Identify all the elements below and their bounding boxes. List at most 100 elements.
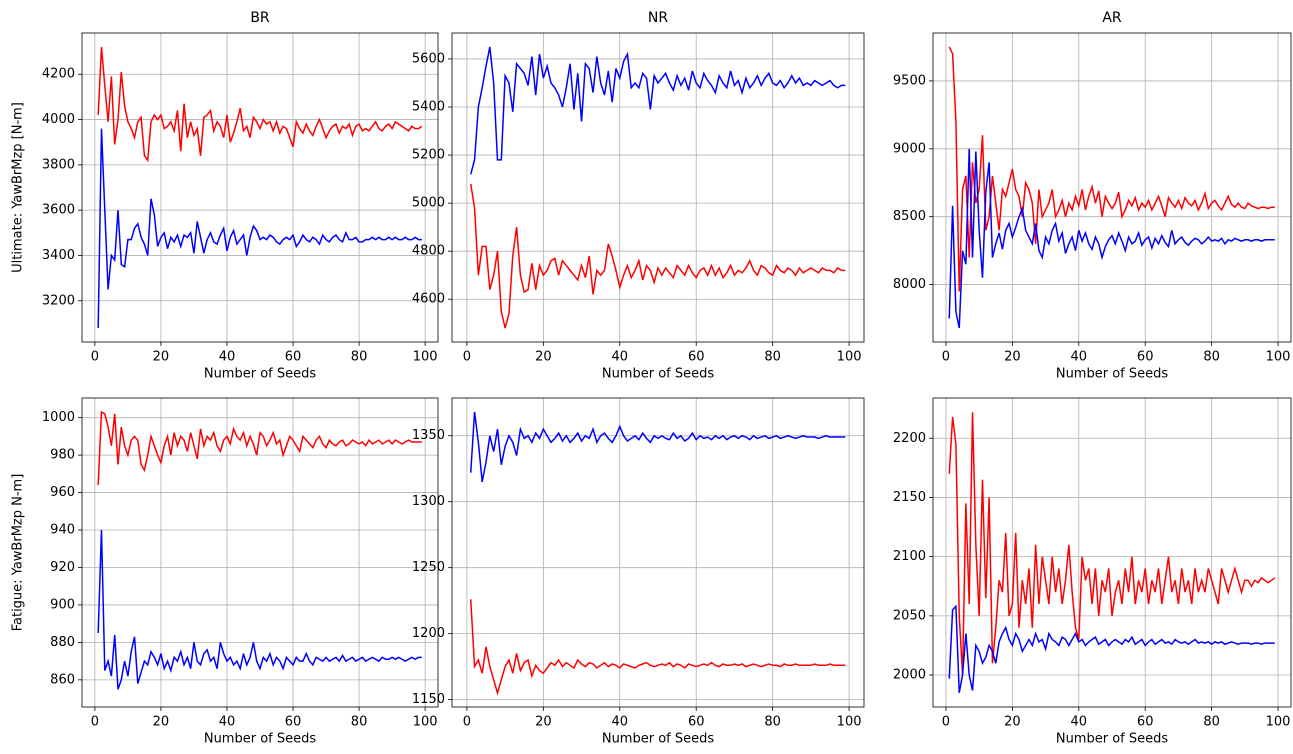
x-tick-label: 40 bbox=[612, 350, 629, 365]
x-axis-label: Number of Seeds bbox=[204, 367, 317, 382]
x-tick-label: 100 bbox=[837, 715, 862, 730]
x-tick-label: 60 bbox=[688, 350, 705, 365]
x-tick-label: 100 bbox=[413, 350, 438, 365]
axes-frame bbox=[451, 397, 865, 708]
data-line bbox=[948, 46, 1275, 292]
x-tick-label: 80 bbox=[351, 350, 368, 365]
x-tick-label: 80 bbox=[764, 715, 781, 730]
subplot: 0 20 40 60 80 100 2000 2050 2100 2150 2200 Number o… bbox=[893, 397, 1292, 747]
plot-area bbox=[948, 46, 1275, 329]
y-tick-label: 1150 bbox=[412, 692, 445, 707]
x-tick-label: 20 bbox=[535, 715, 552, 730]
subplot: 0 20 40 60 80 100 8000 8500 9000 9500 AR Number of … bbox=[893, 10, 1292, 382]
y-tick-label: 2000 bbox=[893, 668, 926, 683]
x-tick-label: 100 bbox=[413, 715, 438, 730]
x-axis-label: Number of Seeds bbox=[602, 367, 715, 382]
x-tick-label: 0 bbox=[463, 350, 471, 365]
x-tick-label: 40 bbox=[219, 350, 236, 365]
axes-frame bbox=[81, 32, 439, 343]
subplot-title: BR bbox=[250, 10, 270, 26]
x-tick-label: 80 bbox=[351, 715, 368, 730]
x-tick-label: 100 bbox=[837, 350, 862, 365]
y-tick-label: 1350 bbox=[412, 428, 445, 443]
data-line bbox=[948, 604, 1275, 693]
x-tick-label: 60 bbox=[285, 350, 302, 365]
axes-frame bbox=[932, 32, 1292, 343]
data-line bbox=[948, 148, 1275, 329]
x-tick-label: 60 bbox=[1137, 350, 1154, 365]
x-axis-label: Number of Seeds bbox=[602, 732, 715, 747]
y-tick-label: 860 bbox=[50, 672, 75, 687]
y-tick-label: 8000 bbox=[893, 277, 926, 292]
subplot: 0 20 40 60 80 100 1150 1200 1250 1300 1350 Number o… bbox=[412, 397, 865, 747]
x-tick-label: 40 bbox=[219, 715, 236, 730]
y-tick-label: 4000 bbox=[42, 112, 75, 127]
x-tick-label: 60 bbox=[285, 715, 302, 730]
y-tick-label: 880 bbox=[50, 635, 75, 650]
x-tick-label: 80 bbox=[1203, 715, 1220, 730]
y-tick-label: 1300 bbox=[412, 494, 445, 509]
y-tick-label: 4200 bbox=[42, 67, 75, 82]
x-axis-label: Number of Seeds bbox=[1056, 367, 1169, 382]
y-tick-label: 4600 bbox=[412, 292, 445, 307]
plot-area bbox=[97, 46, 423, 328]
y-tick-label: 920 bbox=[50, 560, 75, 575]
data-line bbox=[469, 599, 846, 696]
data-line bbox=[470, 46, 846, 175]
y-tick-label: 1200 bbox=[412, 626, 445, 641]
y-tick-label: 960 bbox=[50, 485, 75, 500]
x-tick-label: 80 bbox=[764, 350, 781, 365]
x-tick-label: 40 bbox=[612, 715, 629, 730]
x-tick-label: 0 bbox=[91, 715, 99, 730]
y-tick-label: 4800 bbox=[412, 244, 445, 259]
y-tick-label: 1000 bbox=[42, 410, 75, 425]
data-line bbox=[97, 410, 422, 486]
y-tick-label: 3200 bbox=[42, 293, 75, 308]
y-tick-label: 5200 bbox=[412, 148, 445, 163]
x-tick-label: 20 bbox=[153, 715, 170, 730]
y-tick-label: 3600 bbox=[42, 203, 75, 218]
subplot: 0 20 40 60 80 100 4600 4800 5000 5200 5400 5600 NR Nu… bbox=[412, 10, 865, 382]
y-tick-label: 2100 bbox=[893, 549, 926, 564]
x-tick-label: 100 bbox=[1266, 715, 1291, 730]
x-tick-label: 0 bbox=[463, 715, 471, 730]
y-tick-label: 940 bbox=[50, 523, 75, 538]
x-tick-label: 40 bbox=[1071, 715, 1088, 730]
x-axis-label: Number of Seeds bbox=[204, 732, 317, 747]
x-tick-label: 0 bbox=[942, 350, 950, 365]
plot-area bbox=[469, 46, 846, 329]
x-tick-label: 60 bbox=[1137, 715, 1154, 730]
y-tick-label: 5400 bbox=[412, 100, 445, 115]
plot-area bbox=[97, 410, 422, 690]
y-axis-label: Ultimate: YawBrMzp [N-m] bbox=[11, 102, 26, 273]
y-tick-label: 3800 bbox=[42, 157, 75, 172]
y-tick-label: 8500 bbox=[893, 209, 926, 224]
data-line bbox=[469, 411, 846, 483]
x-tick-label: 0 bbox=[91, 350, 99, 365]
plot-area bbox=[469, 411, 846, 696]
x-tick-label: 20 bbox=[535, 350, 552, 365]
y-tick-label: 9500 bbox=[893, 73, 926, 88]
y-tick-label: 2150 bbox=[893, 490, 926, 505]
data-line bbox=[97, 530, 422, 690]
axes-frame bbox=[81, 397, 439, 708]
y-axis-label: Fatigue: YawBrMzp N-m] bbox=[11, 474, 26, 632]
x-tick-label: 20 bbox=[1004, 715, 1021, 730]
x-tick-label: 20 bbox=[153, 350, 170, 365]
y-tick-label: 900 bbox=[50, 597, 75, 612]
subplot-title: AR bbox=[1102, 10, 1122, 26]
x-tick-label: 40 bbox=[1071, 350, 1088, 365]
data-line bbox=[97, 128, 422, 328]
y-tick-label: 9000 bbox=[893, 141, 926, 156]
x-tick-label: 100 bbox=[1266, 350, 1291, 365]
x-tick-label: 0 bbox=[942, 715, 950, 730]
data-line bbox=[97, 46, 423, 163]
data-line bbox=[469, 183, 846, 329]
y-tick-label: 5600 bbox=[412, 51, 445, 66]
data-line bbox=[948, 412, 1276, 676]
plot-area bbox=[948, 412, 1276, 693]
subplot-title: NR bbox=[648, 10, 668, 26]
x-tick-label: 20 bbox=[1004, 350, 1021, 365]
y-tick-label: 3400 bbox=[42, 248, 75, 263]
